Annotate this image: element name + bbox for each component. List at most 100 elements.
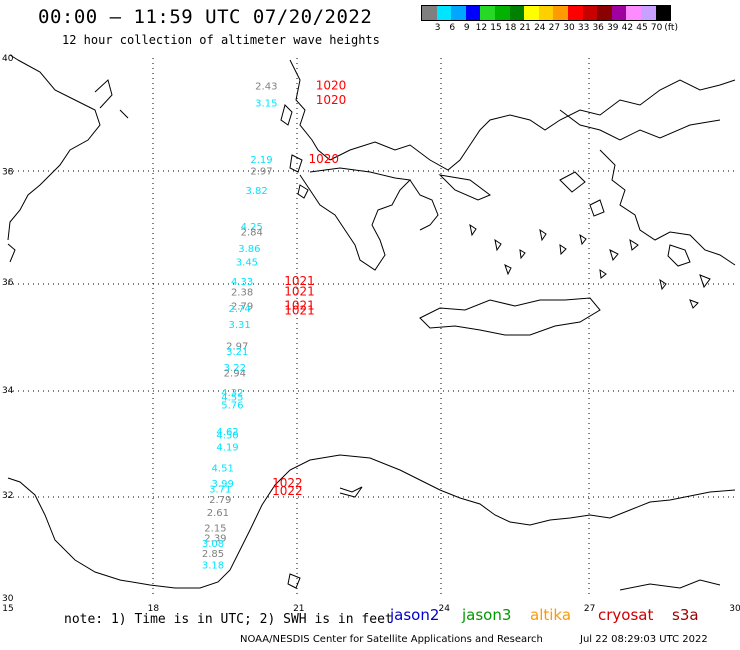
scale-label: 42 bbox=[621, 23, 634, 33]
scale-swatch bbox=[436, 6, 452, 20]
wave-height-reading: 3.22 bbox=[224, 363, 246, 374]
wave-height-reading: 2.97 bbox=[250, 166, 272, 177]
scale-label: 70 bbox=[650, 23, 663, 33]
lat-label: 36 bbox=[2, 278, 14, 288]
pressure-reading: 1021 bbox=[284, 304, 315, 318]
wave-height-reading: 2.79 bbox=[209, 495, 231, 506]
wave-height-reading: 4.32 bbox=[221, 388, 243, 399]
scale-label: 24 bbox=[534, 23, 546, 33]
wave-height-reading: 3.45 bbox=[236, 258, 258, 269]
scale-swatch bbox=[597, 6, 612, 20]
pressure-reading: 1021 bbox=[284, 298, 315, 312]
wave-height-reading: 2.61 bbox=[207, 508, 229, 519]
scale-swatch bbox=[480, 6, 495, 20]
wave-height-reading: 4.50 bbox=[216, 431, 238, 442]
wave-height-reading: 4.25 bbox=[241, 222, 263, 233]
scale-swatch bbox=[553, 6, 568, 20]
wave-height-reading: 2.84 bbox=[241, 227, 263, 238]
footer-timestamp: Jul 22 08:29:03 UTC 2022 bbox=[580, 634, 708, 645]
wave-height-reading: 4.55 bbox=[221, 392, 243, 403]
lat-label: 40 bbox=[2, 54, 14, 64]
scale-swatch bbox=[524, 6, 539, 20]
pressure-reading: 1022 bbox=[272, 484, 303, 498]
wave-height-reading: 2.38 bbox=[231, 288, 253, 299]
scale-label: 45 bbox=[636, 23, 648, 33]
pressure-reading: 1020 bbox=[308, 152, 339, 166]
color-scale-labels: 3 6 9 12 15 18 21 24 27 30 33 36 39 42 45 70 (ft) bbox=[421, 21, 678, 33]
wave-height-reading: 3.82 bbox=[245, 186, 267, 197]
wave-height-reading: 2.19 bbox=[250, 155, 272, 166]
island-euboea bbox=[438, 174, 491, 201]
island-malta-lampedusa bbox=[287, 573, 301, 589]
map-subtitle: 12 hour collection of altimeter wave hei… bbox=[62, 33, 380, 47]
scale-swatch bbox=[655, 6, 671, 20]
lon-label: 24 bbox=[438, 604, 450, 614]
island-rhodes bbox=[667, 244, 691, 267]
scale-swatch bbox=[626, 6, 641, 20]
lon-label: 30 bbox=[729, 604, 740, 614]
scale-label: 27 bbox=[548, 23, 561, 33]
lon-label: 18 bbox=[148, 604, 160, 614]
coastline-greece bbox=[329, 79, 736, 171]
wave-height-reading: 3.21 bbox=[226, 347, 248, 358]
latitude-labels: 40 38 36 34 32 30 bbox=[2, 54, 14, 604]
coastline-peloponnese bbox=[299, 167, 412, 271]
wave-height-reading: 2.94 bbox=[224, 368, 246, 379]
scale-label: 21 bbox=[519, 23, 531, 33]
wave-height-reading: 3.86 bbox=[238, 244, 260, 255]
coastline-italy bbox=[7, 54, 129, 241]
scale-label: (ft) bbox=[664, 23, 678, 33]
wave-height-reading: 2.74 bbox=[229, 304, 251, 315]
scale-swatch bbox=[582, 6, 598, 20]
coastline-attica bbox=[409, 179, 439, 231]
island-lesvos bbox=[559, 171, 586, 193]
coastline-turkey bbox=[599, 149, 736, 266]
color-scale-legend: 3 6 9 12 15 18 21 24 27 30 33 36 39 42 45 70 (ft) bbox=[421, 5, 678, 33]
scale-label: 12 bbox=[475, 23, 488, 33]
wave-height-reading: 3.99 bbox=[212, 479, 234, 490]
wave-height-reading: 2.79 bbox=[231, 301, 253, 312]
scale-label: 15 bbox=[490, 23, 502, 33]
wave-height-reading: 3.08 bbox=[202, 539, 224, 550]
islands-dodecanese bbox=[659, 274, 711, 309]
wave-height-reading: 2.39 bbox=[204, 534, 226, 545]
lat-label: 38 bbox=[2, 168, 14, 178]
lon-label: 27 bbox=[584, 604, 595, 614]
scale-label: 39 bbox=[607, 23, 619, 33]
scale-label: 3 bbox=[434, 23, 441, 33]
footer-credit: NOAA/NESDIS Center for Satellite Applica… bbox=[240, 634, 543, 645]
lon-label: 15 bbox=[2, 604, 13, 614]
wave-height-readings: 2.433.152.192.973.824.252.843.863.454.33… bbox=[202, 82, 278, 572]
wave-height-reading: 5.76 bbox=[221, 400, 243, 411]
satellite-altika: altika bbox=[530, 606, 572, 624]
scale-swatch bbox=[422, 6, 437, 20]
satellite-jason2: jason2 bbox=[390, 606, 440, 624]
pressure-reading: 1021 bbox=[284, 274, 315, 288]
scale-swatch bbox=[465, 6, 481, 20]
coastline-albania bbox=[289, 59, 331, 161]
scale-swatch bbox=[567, 6, 583, 20]
lat-label: 32 bbox=[2, 491, 13, 501]
scale-swatch bbox=[538, 6, 554, 20]
scale-label: 18 bbox=[504, 23, 517, 33]
wave-height-reading: 3.18 bbox=[202, 560, 224, 571]
scale-label: 36 bbox=[592, 23, 604, 33]
scale-swatch bbox=[451, 6, 466, 20]
scale-swatch bbox=[509, 6, 525, 20]
note-text: note: 1) Time is in UTC; 2) SWH is in fe… bbox=[64, 612, 393, 627]
coastline-cyrenaica-cape bbox=[339, 486, 363, 498]
pressure-reading: 1020 bbox=[316, 93, 347, 107]
wave-height-reading: 4.33 bbox=[231, 277, 253, 288]
map-title: 00:00 – 11:59 UTC 07/20/2022 bbox=[38, 6, 373, 28]
scale-label: 6 bbox=[449, 23, 456, 33]
wave-height-reading: 2.85 bbox=[202, 549, 224, 560]
scale-label: 9 bbox=[463, 23, 470, 33]
scale-label: 30 bbox=[563, 23, 575, 33]
coastline-marmara bbox=[559, 109, 721, 141]
coastlines bbox=[7, 54, 736, 591]
island-zakynthos bbox=[297, 184, 309, 199]
wave-height-reading: 3.71 bbox=[209, 484, 231, 495]
coastline-libya bbox=[7, 454, 736, 589]
coastline-sicily bbox=[7, 243, 16, 263]
